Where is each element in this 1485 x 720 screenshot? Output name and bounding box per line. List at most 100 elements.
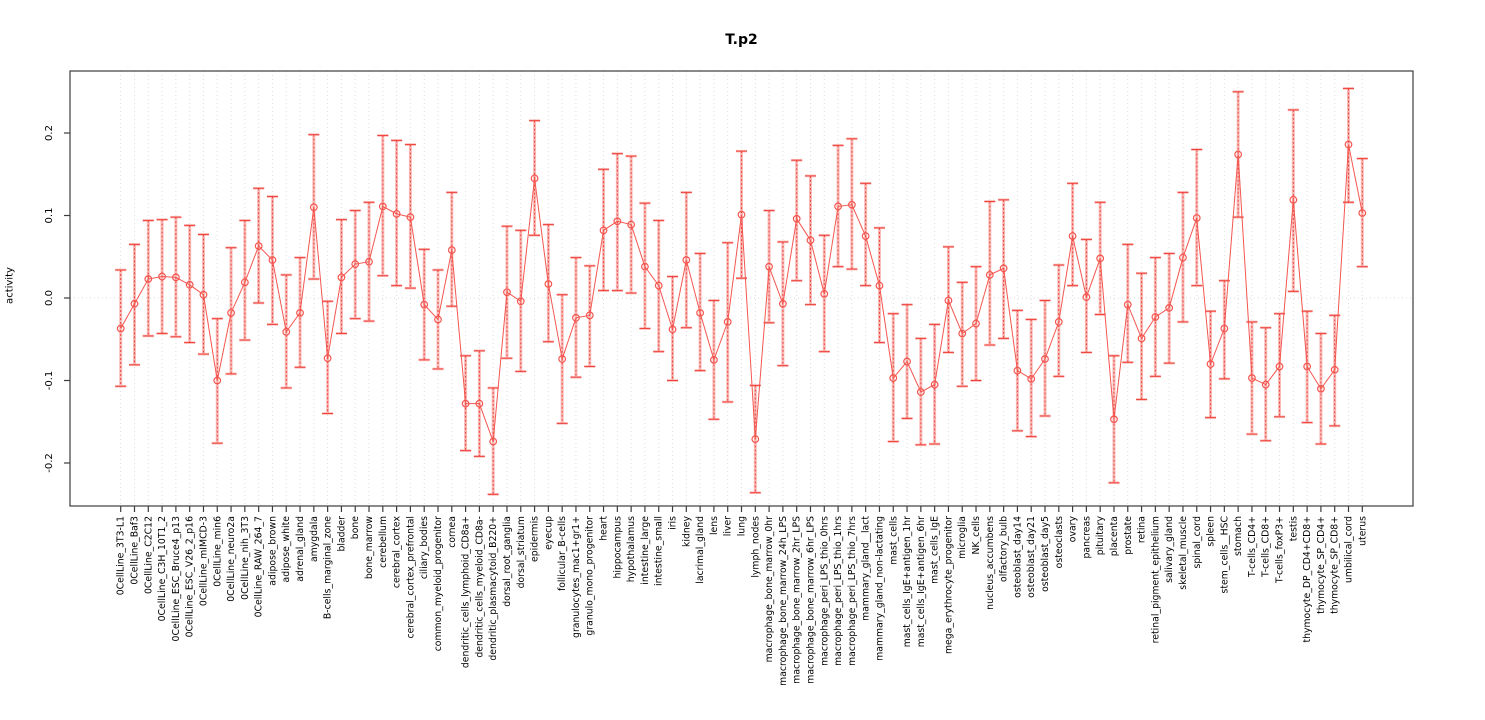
- svg-text:0CellLine_Baf3: 0CellLine_Baf3: [129, 516, 140, 585]
- svg-text:0.1: 0.1: [44, 208, 55, 224]
- svg-text:epidermis: epidermis: [530, 516, 541, 562]
- svg-text:ciliary_bodies: ciliary_bodies: [419, 516, 430, 579]
- svg-text:bone_marrow: bone_marrow: [364, 516, 375, 580]
- svg-text:hypothalamus: hypothalamus: [626, 516, 637, 582]
- svg-text:lacrimal_gland: lacrimal_gland: [695, 516, 706, 584]
- svg-text:mammary_gland__lact: mammary_gland__lact: [861, 516, 872, 621]
- svg-text:lens: lens: [709, 516, 720, 535]
- svg-text:olfactory_bulb: olfactory_bulb: [999, 516, 1010, 582]
- svg-text:0CellLine_nih_3T3: 0CellLine_nih_3T3: [240, 516, 251, 600]
- svg-text:osteoblast_day5: osteoblast_day5: [1040, 516, 1051, 592]
- svg-text:adrenal_gland: adrenal_gland: [295, 516, 306, 582]
- svg-text:granulo_mono_progenitor: granulo_mono_progenitor: [585, 516, 596, 636]
- svg-text:-0.1: -0.1: [44, 371, 55, 391]
- svg-text:lymph_nodes: lymph_nodes: [750, 516, 761, 578]
- svg-text:bone: bone: [350, 516, 361, 539]
- svg-text:granulocytes_mac1+gr1+: granulocytes_mac1+gr1+: [571, 516, 582, 638]
- svg-text:salivary_gland: salivary_gland: [1164, 516, 1175, 583]
- svg-text:retinal_pigment_epithelium: retinal_pigment_epithelium: [1150, 516, 1161, 643]
- svg-text:0CellLine_ESC_V26_2_p16: 0CellLine_ESC_V26_2_p16: [185, 516, 196, 637]
- svg-text:macrophage_peri_LPS_thio_7hrs: macrophage_peri_LPS_thio_7hrs: [847, 516, 858, 666]
- svg-text:thymocyte_SP_CD8+: thymocyte_SP_CD8+: [1330, 516, 1341, 614]
- svg-text:thymocyte_SP_CD4+: thymocyte_SP_CD4+: [1316, 516, 1327, 614]
- svg-text:cerebral_cortex: cerebral_cortex: [392, 516, 403, 589]
- svg-text:spinal_cord: spinal_cord: [1192, 516, 1203, 569]
- data-points: [116, 140, 1367, 446]
- svg-text:spleen: spleen: [1206, 516, 1217, 547]
- svg-text:intestine_small: intestine_small: [654, 516, 665, 586]
- svg-text:macrophage_peri_LPS_thio_0hrs: macrophage_peri_LPS_thio_0hrs: [819, 516, 830, 666]
- svg-text:B-cells_marginal_zone: B-cells_marginal_zone: [323, 516, 334, 619]
- svg-text:dendritic_cells_lymphoid_CD8a+: dendritic_cells_lymphoid_CD8a+: [461, 516, 472, 668]
- x-axis: 0CellLine_3T3-L1 0CellLine_Baf3 0CellLine_…: [116, 506, 1368, 686]
- svg-text:dendritic_cells_myeloid_CD8a-: dendritic_cells_myeloid_CD8a-: [474, 516, 485, 658]
- svg-text:uterus: uterus: [1357, 516, 1368, 546]
- svg-text:T-cells_foxP3+: T-cells_foxP3+: [1275, 516, 1286, 584]
- svg-text:macrophage_bone_marrow_24h_LPS: macrophage_bone_marrow_24h_LPS: [778, 516, 789, 686]
- series-line: [120, 144, 1363, 442]
- svg-text:umbilical_cord: umbilical_cord: [1344, 516, 1355, 583]
- svg-text:kidney: kidney: [681, 516, 692, 547]
- svg-text:osteoblast_day14: osteoblast_day14: [1012, 516, 1023, 598]
- svg-text:0CellLine_ESC_Bruce4_p13: 0CellLine_ESC_Bruce4_p13: [171, 516, 182, 642]
- svg-text:mast_cells_IgE+antigen_6hr: mast_cells_IgE+antigen_6hr: [916, 516, 927, 647]
- svg-text:testis: testis: [1288, 516, 1299, 541]
- svg-text:0CellLine_C2C12: 0CellLine_C2C12: [143, 516, 154, 594]
- svg-text:0CellLine_min6: 0CellLine_min6: [212, 516, 223, 587]
- svg-text:cornea: cornea: [447, 516, 458, 548]
- svg-text:prostate: prostate: [1123, 516, 1134, 555]
- svg-text:mast_cells: mast_cells: [888, 516, 899, 565]
- svg-text:iris: iris: [668, 516, 679, 530]
- svg-text:eyecup: eyecup: [543, 516, 554, 550]
- svg-text:0CellLine_neuro2a: 0CellLine_neuro2a: [226, 516, 237, 602]
- svg-text:0.2: 0.2: [44, 125, 55, 141]
- svg-text:dendritic_plasmacytoid_B220+: dendritic_plasmacytoid_B220+: [488, 516, 499, 661]
- svg-text:microglia: microglia: [957, 516, 968, 559]
- svg-text:osteoblast_day21: osteoblast_day21: [1026, 516, 1037, 598]
- svg-text:macrophage_bone_marrow_6hr_LPS: macrophage_bone_marrow_6hr_LPS: [805, 516, 816, 684]
- svg-text:pancreas: pancreas: [1081, 516, 1092, 559]
- svg-text:0CellLine_3T3-L1: 0CellLine_3T3-L1: [116, 516, 127, 595]
- svg-text:amygdala: amygdala: [309, 516, 320, 562]
- svg-text:dorsal_striatum: dorsal_striatum: [516, 516, 527, 588]
- svg-text:0CellLine_mIMCD-3: 0CellLine_mIMCD-3: [198, 516, 209, 606]
- svg-text:mast_cells_IgE+antigen_1hr: mast_cells_IgE+antigen_1hr: [902, 516, 913, 647]
- svg-text:osteoclasts: osteoclasts: [1054, 516, 1065, 568]
- svg-text:mammary_gland_non-lactating: mammary_gland_non-lactating: [874, 516, 885, 661]
- svg-text:cerebral_cortex_prefrontal: cerebral_cortex_prefrontal: [405, 516, 416, 638]
- svg-text:NK_cells: NK_cells: [971, 516, 982, 555]
- svg-text:liver: liver: [723, 516, 734, 536]
- svg-text:stomach: stomach: [1233, 516, 1244, 556]
- svg-text:adipose_brown: adipose_brown: [267, 516, 278, 586]
- svg-text:intestine_large: intestine_large: [640, 516, 651, 585]
- svg-text:cerebellum: cerebellum: [378, 516, 389, 568]
- svg-text:ovary: ovary: [1068, 516, 1079, 543]
- svg-text:dorsal_root_ganglia: dorsal_root_ganglia: [502, 516, 513, 607]
- svg-text:-0.2: -0.2: [44, 453, 55, 473]
- svg-text:adipose_white: adipose_white: [281, 516, 292, 583]
- svg-text:macrophage_peri_LPS_thio_1hrs: macrophage_peri_LPS_thio_1hrs: [833, 516, 844, 666]
- svg-text:macrophage_bone_marrow_0hr: macrophage_bone_marrow_0hr: [764, 516, 775, 663]
- svg-text:retina: retina: [1137, 516, 1148, 543]
- svg-text:0CellLine_C3H_10T1_2: 0CellLine_C3H_10T1_2: [157, 516, 168, 621]
- svg-text:pituitary: pituitary: [1095, 516, 1106, 556]
- svg-text:thymocyte_DP_CD4+CD8+: thymocyte_DP_CD4+CD8+: [1302, 516, 1313, 643]
- svg-text:0.0: 0.0: [44, 290, 55, 306]
- svg-text:heart: heart: [599, 516, 610, 541]
- svg-text:nucleus_accumbens: nucleus_accumbens: [985, 516, 996, 610]
- svg-text:0CellLine_RAW_264_7: 0CellLine_RAW_264_7: [254, 516, 265, 617]
- svg-text:placenta: placenta: [1109, 516, 1120, 556]
- svg-text:hippocampus: hippocampus: [612, 516, 623, 579]
- svg-text:macrophage_bone_marrow_2hr_LPS: macrophage_bone_marrow_2hr_LPS: [792, 516, 803, 684]
- chart-title: T.p2: [725, 32, 758, 48]
- svg-text:skeletal_muscle: skeletal_muscle: [1178, 516, 1189, 590]
- svg-text:mast_cells_IgE: mast_cells_IgE: [930, 516, 941, 584]
- svg-text:stem_cells__HSC: stem_cells__HSC: [1219, 516, 1230, 593]
- svg-text:mega_erythrocyte_progenitor: mega_erythrocyte_progenitor: [943, 516, 954, 654]
- y-axis: -0.2 -0.1 0.0 0.1 0.2: [44, 125, 70, 473]
- svg-text:lung: lung: [737, 516, 748, 536]
- svg-text:bladder: bladder: [336, 516, 347, 552]
- svg-text:follicular_B-cells: follicular_B-cells: [557, 516, 568, 591]
